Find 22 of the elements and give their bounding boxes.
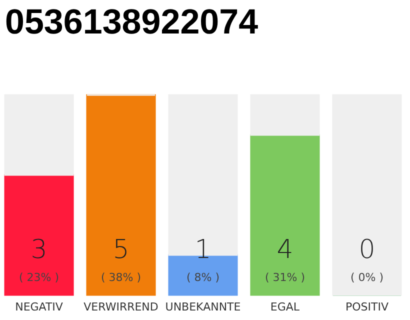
bar [250, 94, 320, 136]
annotation: ( 23% ) [19, 271, 60, 284]
annotation: ( 31% ) [264, 271, 306, 284]
bar [86, 94, 156, 296]
bar [4, 174, 74, 296]
bar [332, 94, 402, 296]
annotation: ( 0% ) [350, 271, 384, 284]
chart-title: 0536138922074 [5, 2, 259, 42]
data-label: 3 [30, 235, 48, 265]
bar [4, 94, 74, 176]
x-tick-label: VERWIRREND [84, 300, 158, 314]
bar [250, 134, 320, 296]
annotation: ( 38% ) [100, 271, 142, 284]
data-label: 5 [112, 235, 130, 265]
x-tick-label: UNBEKANNTE [165, 300, 241, 314]
annotation: ( 8% ) [186, 271, 220, 284]
x-tick-label: EGAL [270, 300, 300, 314]
x-tick-label: NEGATIV [15, 300, 64, 314]
bar [168, 94, 238, 256]
data-label: 0 [358, 235, 376, 265]
data-label: 4 [276, 235, 294, 265]
x-tick-label: POSITIV [345, 300, 389, 314]
